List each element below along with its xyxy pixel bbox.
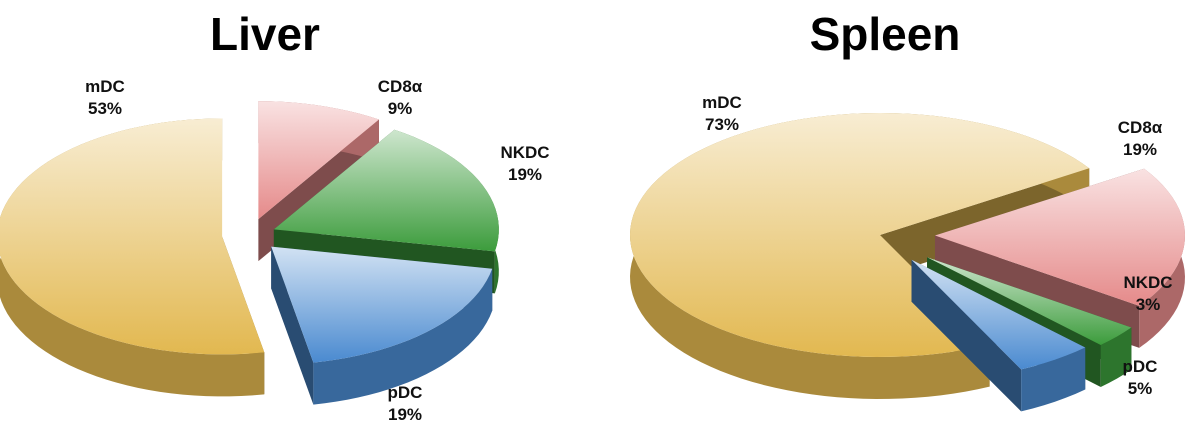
slice-value-label: 5% [1128,379,1153,398]
slice-value-label: 19% [508,165,542,184]
slice-value-label: 53% [88,99,122,118]
slice [934,168,1185,306]
slice [927,257,1132,345]
slice-value-label: 3% [1136,295,1161,314]
slice-label: NKDC [500,143,549,162]
slice-label: CD8α [378,77,423,96]
slice-value-label: 19% [388,405,422,424]
slice [273,129,499,252]
slice-value-label: 19% [1123,140,1157,159]
slice-side [911,259,1022,412]
slice-value-label: 73% [705,115,739,134]
slice [630,113,1090,357]
chart-title: Spleen [810,8,961,60]
slice-wall [1021,347,1086,412]
slice-label: pDC [1123,357,1158,376]
slice-label: mDC [85,77,125,96]
slice-label: CD8α [1118,118,1163,137]
slice [0,118,265,355]
slice-label: NKDC [1123,273,1172,292]
slice-label: pDC [388,383,423,402]
slice-side [271,246,314,405]
slice-wall [313,268,493,405]
slice [271,246,493,363]
slice [911,259,1086,370]
slice-wall [1100,327,1132,387]
slice-label: mDC [702,93,742,112]
chart-title: Liver [210,8,320,60]
slice [258,101,379,220]
slice-value-label: 9% [388,99,413,118]
